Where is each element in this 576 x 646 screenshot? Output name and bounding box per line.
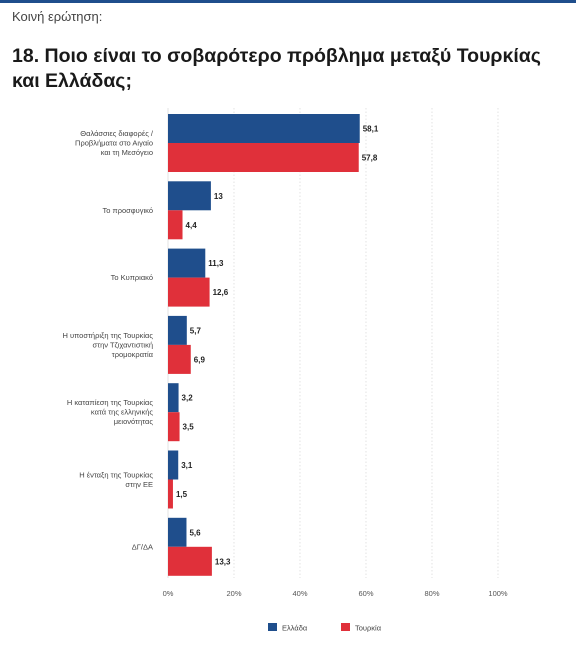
bar-greece [168, 114, 360, 143]
x-tick-label: 20% [226, 589, 241, 598]
category-label: στην Τζιχαντιστική [92, 340, 153, 349]
legend-label: Τουρκία [355, 624, 382, 633]
bar-turkey [168, 344, 191, 374]
data-label: 13,3 [215, 557, 231, 566]
category-label: μειονότητας [114, 417, 154, 426]
legend-swatch-greece [268, 623, 277, 631]
bars: 58,1 57,8 13 4,4 11,3 12,6 5,7 6,9 3,2 3,5 3,1 1,5 5… [168, 114, 379, 576]
bar-turkey [168, 143, 359, 172]
category-labels: Θαλάσσιες διαφορές /Προβλήματα στο Αιγαί… [62, 129, 153, 551]
data-label: 3,5 [183, 423, 195, 432]
category-label: Η ένταξη της Τουρκίας [79, 470, 153, 479]
data-label: 5,7 [190, 326, 202, 335]
x-tick-label: 40% [292, 589, 307, 598]
x-tick-label: 0% [163, 589, 174, 598]
data-label: 4,4 [186, 221, 198, 230]
category-label: Η υποστήριξη της Τουρκίας [62, 331, 153, 340]
x-axis-ticks: 0% 20% 40% 60% 80% 100% [163, 589, 508, 598]
data-label: 13 [214, 192, 223, 201]
page-title: 18. Ποιο είναι το σοβαρότερο πρόβλημα με… [12, 45, 541, 92]
legend-label: Ελλάδα [282, 624, 308, 633]
grid-lines [167, 108, 499, 578]
data-label: 1,5 [176, 490, 188, 499]
category-label: τρομοκρατία [112, 350, 154, 359]
data-label: 5,6 [189, 528, 201, 537]
question-kicker: Κοινή ερώτηση: [12, 9, 103, 24]
bar-greece [168, 517, 187, 547]
bar-greece [168, 383, 179, 413]
x-tick-label: 60% [358, 589, 373, 598]
data-label: 3,1 [181, 461, 193, 470]
category-label: κατά της ελληνικής [91, 408, 153, 417]
data-label: 12,6 [213, 288, 229, 297]
category-label: Θαλάσσιες διαφορές / [80, 129, 154, 138]
category-label: Προβλήματα στο Αιγαίο [75, 139, 153, 148]
legend-swatch-turkey [341, 623, 350, 631]
bar-greece [168, 181, 211, 211]
category-label: Η καταπίεση της Τουρκίας [67, 398, 154, 407]
x-tick-label: 80% [424, 589, 439, 598]
category-label: και τη Μεσόγειο [101, 148, 153, 157]
category-label: Το Κυπριακό [111, 273, 153, 282]
bar-turkey [168, 546, 212, 576]
bar-greece [168, 315, 187, 345]
data-label: 3,2 [182, 394, 194, 403]
bar-turkey [168, 277, 210, 307]
category-label: ΔΓ/ΔΑ [132, 542, 153, 551]
legend: Ελλάδα Τουρκία [268, 623, 382, 633]
category-label: Το προσφυγικό [103, 206, 153, 215]
data-label: 6,9 [194, 355, 206, 364]
bar-greece [168, 248, 206, 278]
bar-turkey [168, 479, 173, 509]
bar-greece [168, 450, 179, 480]
category-label: στην ΕΕ [125, 480, 153, 489]
bar-turkey [168, 412, 180, 442]
x-tick-label: 100% [488, 589, 508, 598]
top-accent-rule [0, 0, 576, 3]
data-label: 58,1 [363, 125, 379, 134]
data-label: 57,8 [362, 154, 378, 163]
data-label: 11,3 [208, 259, 224, 268]
bar-turkey [168, 210, 183, 240]
